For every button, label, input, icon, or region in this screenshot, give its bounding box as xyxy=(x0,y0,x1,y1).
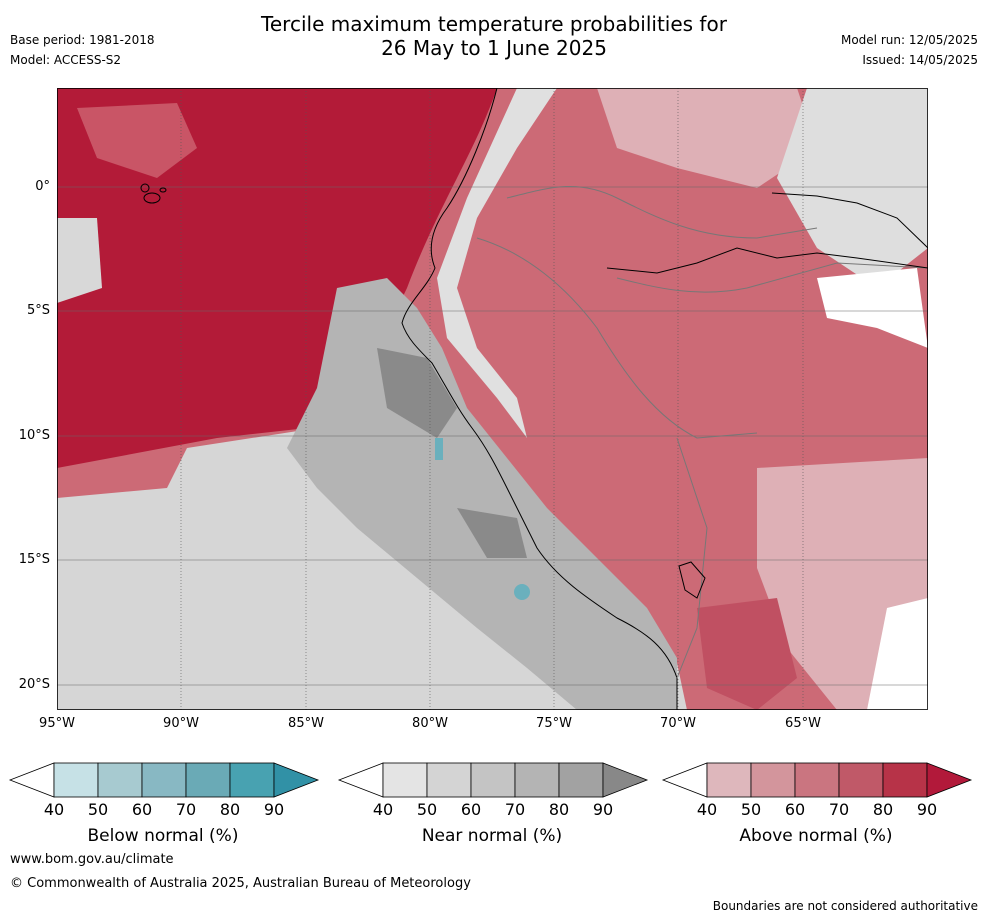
galapagos-island-3 xyxy=(159,187,167,193)
meta-left: Base period: 1981-2018 Model: ACCESS-S2 xyxy=(10,30,155,70)
meta-right: Model run: 12/05/2025 Issued: 14/05/2025 xyxy=(841,30,978,70)
legend-tick-label: 60 xyxy=(460,800,482,819)
legend-tick-label: 90 xyxy=(592,800,614,819)
legend-tick-label: 70 xyxy=(175,800,197,819)
lon-label-80w: 80°W xyxy=(412,716,448,731)
lake-titicaca xyxy=(678,561,706,599)
copyright-notice: © Commonwealth of Australia 2025, Austra… xyxy=(10,876,471,891)
lat-label-20s: 20°S xyxy=(18,677,50,692)
ocean-above-patch xyxy=(77,103,197,178)
legend-tick-label: 80 xyxy=(219,800,241,819)
below-normal-spot-2 xyxy=(435,438,443,460)
legend-arrow-high xyxy=(926,762,973,798)
map-frame xyxy=(57,88,928,710)
amazon-river xyxy=(606,247,928,274)
website-link[interactable]: www.bom.gov.au/climate xyxy=(10,852,174,867)
legend-tick-label: 70 xyxy=(504,800,526,819)
lat-label-5s: 5°S xyxy=(26,303,50,318)
legend-above-normal xyxy=(661,762,973,798)
lon-label-90w: 90°W xyxy=(163,716,199,731)
near-normal-northeast xyxy=(777,88,928,288)
legend-swatch xyxy=(750,762,796,798)
base-period: Base period: 1981-2018 xyxy=(10,33,155,47)
amazon-tributary xyxy=(771,192,928,249)
below-normal-spot-1 xyxy=(514,584,530,600)
legend-swatch xyxy=(53,762,99,798)
legend-tick-label: 60 xyxy=(784,800,806,819)
legend-tick-label: 80 xyxy=(548,800,570,819)
lon-label-95w: 95°W xyxy=(39,716,75,731)
galapagos-island-1 xyxy=(143,192,161,204)
country-borders xyxy=(476,186,928,679)
legend-tick-label: 40 xyxy=(696,800,718,819)
lon-label-70w: 70°W xyxy=(660,716,696,731)
issued-date: Issued: 14/05/2025 xyxy=(862,53,978,67)
lon-label-75w: 75°W xyxy=(536,716,572,731)
near-normal-patch-west xyxy=(57,218,102,303)
lon-label-65w: 65°W xyxy=(785,716,821,731)
model-run: Model run: 12/05/2025 xyxy=(840,33,978,47)
inland-above-light-north xyxy=(597,88,817,188)
lat-label-15s: 15°S xyxy=(18,552,50,567)
legend-tick-label: 80 xyxy=(872,800,894,819)
legend-swatch xyxy=(97,762,143,798)
legend-swatch xyxy=(426,762,472,798)
legend-tick-label: 70 xyxy=(828,800,850,819)
ocean-above-dark-region xyxy=(57,88,497,468)
model-name: Model: ACCESS-S2 xyxy=(10,53,122,67)
white-patch-southeast xyxy=(867,598,928,710)
legend-tick-label: 90 xyxy=(263,800,285,819)
legend-swatch xyxy=(141,762,187,798)
legend-swatch xyxy=(382,762,428,798)
legend-tick-label: 90 xyxy=(916,800,938,819)
legend-label-above: Above normal (%) xyxy=(739,826,893,846)
legend-swatch xyxy=(882,762,928,798)
legend-tick-label: 50 xyxy=(740,800,762,819)
legend-arrow-low xyxy=(337,762,384,798)
map-svg xyxy=(57,88,928,710)
legend-tick-label: 50 xyxy=(87,800,109,819)
legend-swatch xyxy=(838,762,884,798)
legend-tick-label: 60 xyxy=(131,800,153,819)
legend-swatch xyxy=(558,762,604,798)
legend-arrow-low xyxy=(8,762,55,798)
legend-swatch xyxy=(794,762,840,798)
legend-label-below: Below normal (%) xyxy=(87,826,239,846)
coastline xyxy=(401,88,678,710)
lat-label-0: 0° xyxy=(35,179,50,194)
legend-near-normal xyxy=(337,762,649,798)
legend-swatch xyxy=(185,762,231,798)
legend-bars xyxy=(8,762,973,798)
coastal-near-normal-strip xyxy=(437,88,557,438)
legend-swatch xyxy=(229,762,275,798)
disclaimer: Boundaries are not considered authoritat… xyxy=(712,899,978,913)
white-patch-northeast xyxy=(817,268,928,348)
inland-above-dark-south xyxy=(697,598,797,710)
legend-arrow-high xyxy=(273,762,320,798)
lat-label-10s: 10°S xyxy=(18,428,50,443)
near-normal-dark-patch xyxy=(377,348,457,438)
legend-tick-label: 50 xyxy=(416,800,438,819)
legend-swatch xyxy=(470,762,516,798)
legend-arrow-high xyxy=(602,762,649,798)
title-line-2: 26 May to 1 June 2025 xyxy=(381,36,607,60)
lon-label-85w: 85°W xyxy=(288,716,324,731)
title-line-1: Tercile maximum temperature probabilitie… xyxy=(261,12,727,36)
near-normal-dark-patch-2 xyxy=(457,508,527,558)
legend-tick-label: 40 xyxy=(43,800,65,819)
legend-below-normal xyxy=(8,762,320,798)
legend-tick-label: 40 xyxy=(372,800,394,819)
map-title: Tercile maximum temperature probabilitie… xyxy=(0,12,988,60)
latitude-lines xyxy=(57,186,928,686)
legend-label-near: Near normal (%) xyxy=(421,826,563,846)
galapagos-island-2 xyxy=(140,183,150,193)
legend-swatch xyxy=(514,762,560,798)
probability-map xyxy=(57,88,928,710)
legend-swatch xyxy=(706,762,752,798)
legend-arrow-low xyxy=(661,762,708,798)
